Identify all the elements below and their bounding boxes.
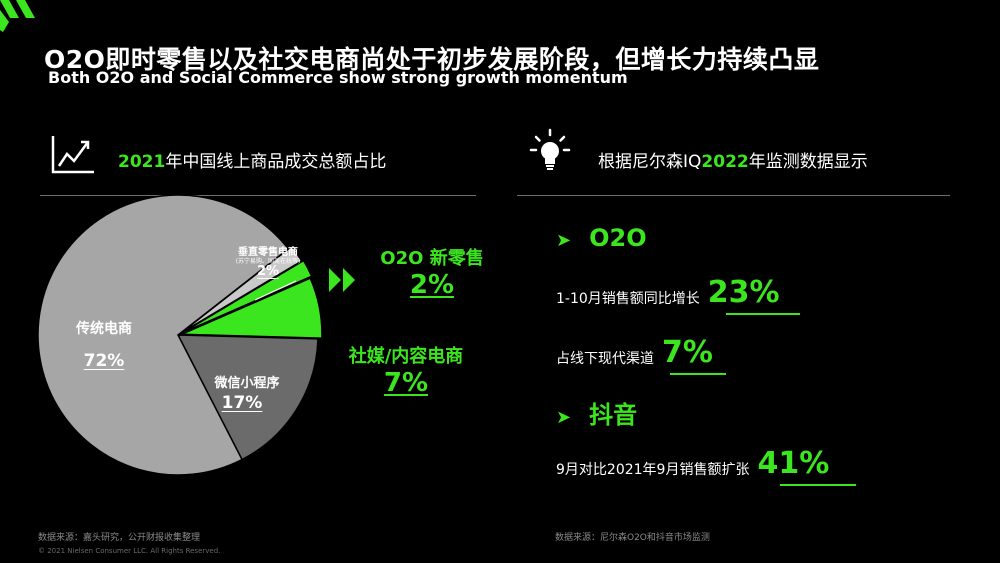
metric-o2o-growth-label: 1-10月销售额同比增长 xyxy=(556,291,700,307)
bullet-arrow-icon: ➤ xyxy=(556,407,572,428)
metric-o2o-share-label: 占线下现代渠道 xyxy=(556,351,654,367)
metric-douyin-growth: 9月对比2021年9月销售额扩张 41% xyxy=(556,449,829,479)
bullet-arrow-icon: ➤ xyxy=(556,230,572,251)
page-title: O2O即时零售以及社交电商尚处于初步发展阶段，但增长力持续凸显 xyxy=(44,45,820,74)
callout-social-label: 社媒/内容电商 xyxy=(348,346,464,367)
metric-o2o-growth: 1-10月销售额同比增长 23% xyxy=(556,278,780,308)
right-title-prefix: 根据尼尔森IQ xyxy=(598,152,702,172)
footer-right-source: 数据来源：尼尔森O2O和抖音市场监测 xyxy=(555,533,710,543)
lightbulb-icon xyxy=(529,128,571,170)
right-section-title: 根据尼尔森IQ2022年监测数据显示 xyxy=(598,147,868,172)
pie-value-vertical-ecommerce: 2% xyxy=(256,264,280,279)
bullet-douyin-text: 抖音 xyxy=(589,401,638,429)
left-section-title: 2021年中国线上商品成交总额占比 xyxy=(118,147,386,172)
right-title-year: 2022 xyxy=(701,152,749,172)
double-chevron-icon xyxy=(329,268,355,292)
pie-slice-traditional-ecommerce xyxy=(37,195,290,476)
pie-value-traditional-ecommerce: 72% xyxy=(83,351,125,371)
metric-douyin-growth-label: 9月对比2021年9月销售额扩张 xyxy=(556,462,750,478)
callout-o2o-value: 2% xyxy=(409,270,455,300)
page-subtitle: Both O2O and Social Commerce show strong… xyxy=(48,68,628,87)
left-title-year: 2021 xyxy=(118,152,166,172)
metric-douyin-growth-value: 41% xyxy=(757,446,830,481)
footer-copyright: © 2021 Nielsen Consumer LLC. All Rights … xyxy=(38,547,221,555)
metric-o2o-growth-underline xyxy=(726,313,800,315)
left-title-text: 年中国线上商品成交总额占比 xyxy=(165,152,387,172)
metric-o2o-growth-value: 23% xyxy=(707,275,780,310)
pie-slice-social-content-ecommerce xyxy=(181,277,323,339)
pie-chart xyxy=(37,195,323,476)
pie-slice-wechat-mini-program xyxy=(176,334,319,461)
vertical-ecommerce-leader-line xyxy=(254,280,297,301)
metric-o2o-share-underline xyxy=(670,373,726,375)
metric-douyin-growth-underline xyxy=(780,484,856,486)
callout-social-value: 7% xyxy=(383,368,429,398)
pie-label-wechat-mini-program: 微信小程序 xyxy=(214,376,280,391)
pie-label-vertical-ecommerce: 垂直零售电商 xyxy=(238,247,298,258)
metric-o2o-share-value: 7% xyxy=(662,335,713,370)
bullet-o2o: ➤ O2O xyxy=(556,224,647,252)
callout-o2o-label: O2O 新零售 xyxy=(380,248,484,269)
pie-slice-o2o-new-retail xyxy=(182,259,313,333)
left-divider xyxy=(40,195,476,196)
pie-label-traditional-ecommerce: 传统电商 xyxy=(76,321,132,337)
footer-left-source: 数据来源：嘉头研究，公开财报收集整理 xyxy=(38,533,201,543)
pie-value-wechat-mini-program: 17% xyxy=(221,393,263,413)
bullet-douyin: ➤ 抖音 xyxy=(556,395,637,430)
bullet-o2o-text: O2O xyxy=(589,224,647,252)
metric-o2o-share: 占线下现代渠道 7% xyxy=(556,338,713,368)
line-chart-icon xyxy=(51,136,94,174)
pie-sublabel-vertical-ecommerce: (苏宁易购、国美在线等) xyxy=(235,258,301,265)
right-title-suffix: 年监测数据显示 xyxy=(748,152,868,172)
brand-logo-mark xyxy=(0,0,35,32)
right-divider xyxy=(517,195,950,196)
